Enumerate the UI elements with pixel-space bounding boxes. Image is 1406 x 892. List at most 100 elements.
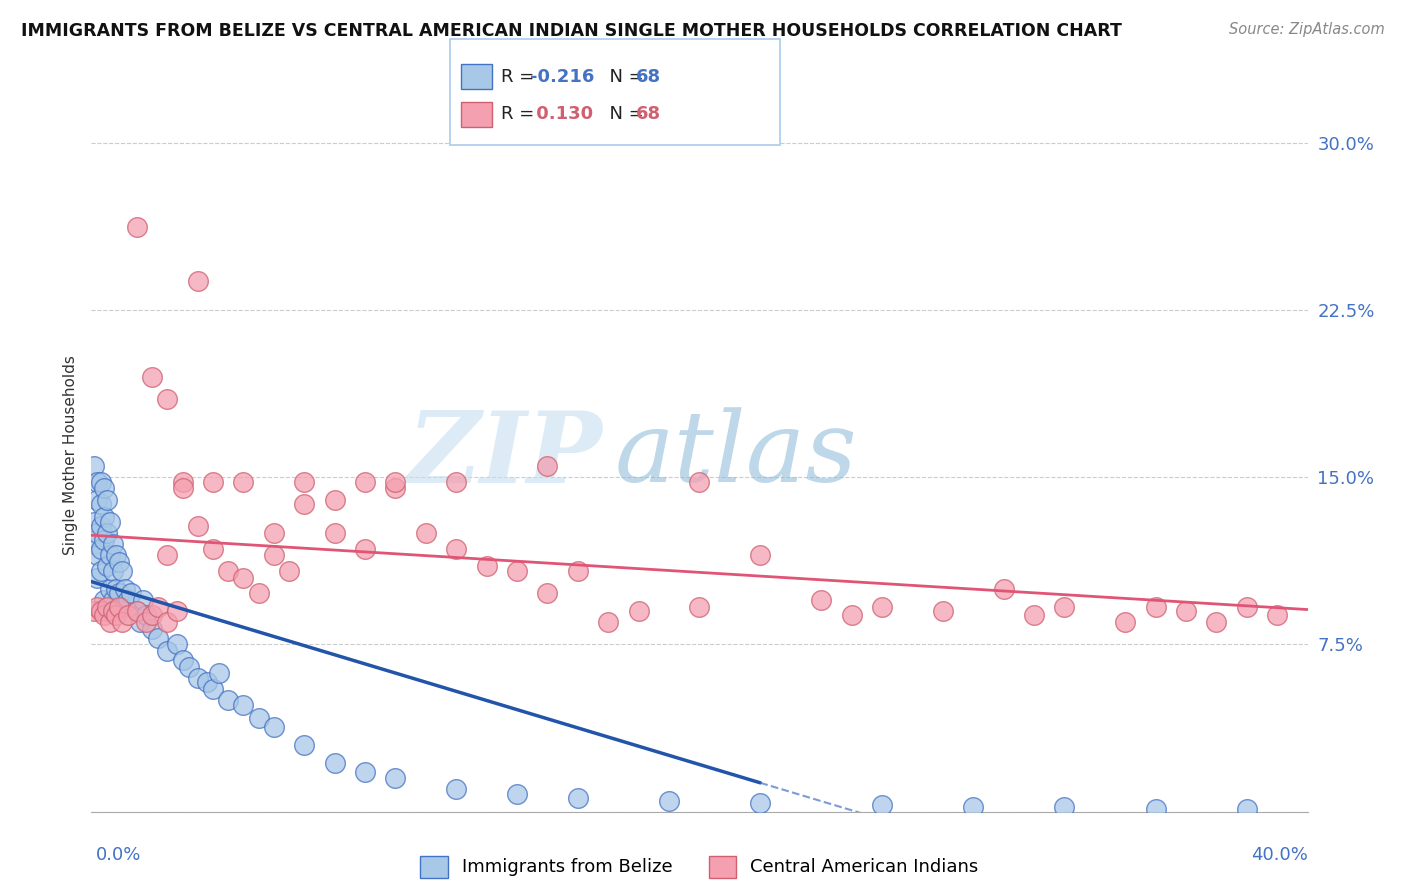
Point [232,698,254,712]
Point [89,497,111,511]
Point [931,604,953,618]
Point [195,675,218,690]
Point [217,693,239,707]
Point [98,615,121,630]
Point [129,615,152,630]
Point [1114,615,1136,630]
Point [1205,615,1227,630]
Point [810,592,832,607]
Point [187,671,209,685]
Point [141,608,163,623]
Point [101,537,124,551]
Point [135,615,157,630]
Text: R =: R = [501,105,540,123]
Point [111,615,134,630]
Point [1265,608,1288,623]
Point [323,492,346,507]
Text: N =: N = [598,68,650,86]
Point [156,644,179,658]
Point [96,526,118,541]
Point [89,519,111,533]
Point [278,564,301,578]
Point [444,782,467,797]
Point [114,582,136,596]
Point [89,475,111,489]
Point [86,599,108,614]
Point [1144,599,1167,614]
Point [107,586,129,600]
Point [187,274,209,288]
Point [444,541,467,556]
Point [870,599,893,614]
Point [172,475,194,489]
Point [323,756,346,770]
Point [96,559,118,574]
Point [384,475,406,489]
Point [156,392,179,407]
Point [96,604,118,618]
Point [232,571,254,585]
Point [89,564,111,578]
Point [101,564,124,578]
Y-axis label: Single Mother Households: Single Mother Households [63,355,79,555]
Point [1053,800,1076,814]
Point [93,510,115,524]
Point [120,586,142,600]
Point [232,475,254,489]
Point [141,622,163,636]
Point [101,592,124,607]
Text: 0.130: 0.130 [530,105,593,123]
Point [111,564,134,578]
Point [536,586,558,600]
Point [93,592,115,607]
Point [749,796,772,810]
Point [323,526,346,541]
Point [217,564,239,578]
Point [111,599,134,614]
Point [292,738,315,752]
Point [506,564,529,578]
Point [96,492,118,507]
Point [104,582,127,596]
Point [841,608,863,623]
Point [117,608,139,623]
Point [125,604,148,618]
Point [444,475,467,489]
Point [98,548,121,563]
Text: N =: N = [598,105,650,123]
Point [177,660,200,674]
Text: -0.216: -0.216 [530,68,595,86]
Point [247,711,270,725]
Point [83,537,105,551]
Point [749,548,772,563]
Point [107,555,129,569]
Point [156,615,179,630]
Point [83,459,105,474]
Point [567,791,589,805]
Point [93,533,115,547]
Point [292,497,315,511]
Text: IMMIGRANTS FROM BELIZE VS CENTRAL AMERICAN INDIAN SINGLE MOTHER HOUSEHOLDS CORRE: IMMIGRANTS FROM BELIZE VS CENTRAL AMERIC… [21,22,1122,40]
Point [93,608,115,623]
Point [96,599,118,614]
Text: 0.0%: 0.0% [96,846,141,863]
Point [1236,803,1258,817]
Point [1022,608,1045,623]
Text: ZIP: ZIP [408,407,602,503]
Point [354,475,377,489]
Point [536,459,558,474]
Point [292,475,315,489]
Legend: Immigrants from Belize, Central American Indians: Immigrants from Belize, Central American… [413,848,986,885]
Text: atlas: atlas [614,408,858,502]
Point [1053,599,1076,614]
Point [117,592,139,607]
Point [101,604,124,618]
Point [202,475,225,489]
Point [870,797,893,812]
Point [86,548,108,563]
Point [263,720,285,734]
Point [125,604,148,618]
Point [83,604,105,618]
Point [132,592,155,607]
Point [993,582,1015,596]
